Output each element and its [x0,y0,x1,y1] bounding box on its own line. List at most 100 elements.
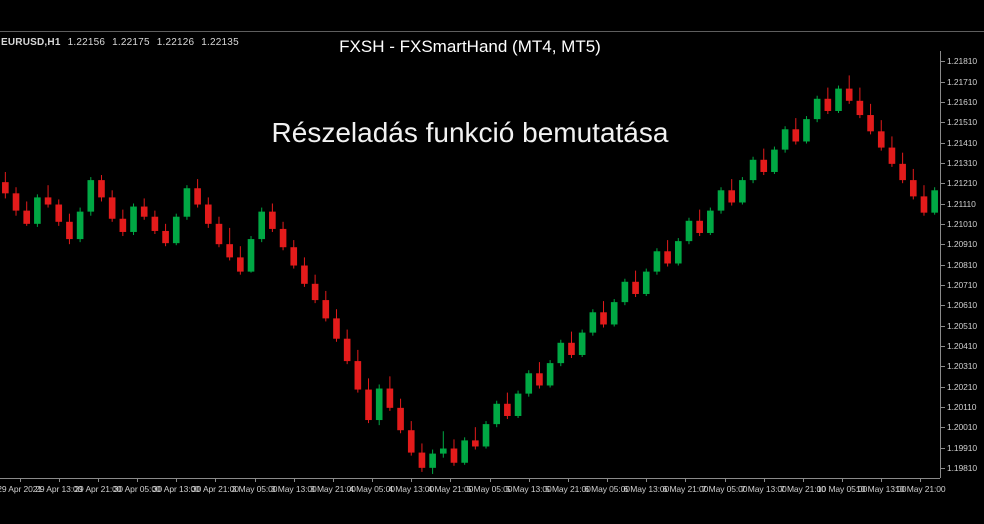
time-tick [137,478,139,482]
time-tick-label: 5 May 21:00 [545,484,591,494]
price-tick-label: 1.21810 [947,56,978,67]
price-tick [940,183,945,185]
price-tick-label: 1.19810 [947,462,978,473]
symbol-timeframe-label: EURUSD,H1 [1,36,61,48]
price-tick [940,447,945,449]
quote-high: 1.22175 [112,36,150,48]
time-tick-label: 10 May 13:00 [856,484,907,494]
price-tick-label: 1.20410 [947,340,978,351]
price-tick [940,142,945,144]
time-tick-label: 5 May 05:00 [466,484,513,494]
price-tick-label: 1.21310 [947,157,978,168]
time-tick [293,478,295,482]
time-tick-label: 3 May 13:00 [270,484,317,494]
price-tick [940,345,945,347]
time-tick-label: 30 Apr 21:00 [191,484,239,494]
ohlc-quote-bar: EURUSD,H1 1.22156 1.22175 1.22126 1.2213… [0,35,239,49]
price-tick [940,325,945,327]
time-tick-label: 30 Apr 05:00 [113,484,161,494]
time-tick [176,478,178,482]
quote-close: 1.22135 [201,36,239,48]
price-axis[interactable]: 1.21810 1.21710 1.21610 1.21510 1.21410 1.213… [940,51,984,478]
price-tick [940,406,945,408]
time-tick-label: 3 May 21:00 [310,484,356,494]
time-tick [372,478,374,482]
price-tick [940,122,945,124]
time-tick [920,478,922,482]
price-tick [940,305,945,307]
price-tick-label: 1.20610 [947,300,978,311]
price-tick-label: 1.20110 [947,401,977,412]
price-tick-label: 1.20810 [947,259,978,270]
price-tick-label: 1.20210 [947,381,978,392]
candlestick-series [2,75,938,474]
time-tick [607,478,609,482]
letterbox-bottom [0,500,984,524]
letterbox-top [0,0,984,31]
time-tick [489,478,491,482]
price-tick [940,427,945,429]
price-tick-label: 1.21710 [947,76,978,87]
price-tick [940,61,945,63]
price-tick-label: 1.20710 [947,279,978,290]
time-tick-label: 7 May 05:00 [701,484,748,494]
time-tick-label: 6 May 13:00 [623,484,670,494]
time-tick [763,478,765,482]
time-tick-label: 29 Apr 21:00 [74,484,122,494]
time-tick [685,478,687,482]
time-tick [450,478,452,482]
time-tick-label: 7 May 21:00 [780,484,826,494]
chart-title: FXSH - FXSmartHand (MT4, MT5) [339,37,601,56]
price-tick [940,264,945,266]
time-tick-label: 4 May 13:00 [388,484,435,494]
price-tick [940,467,945,469]
price-tick-label: 1.21610 [947,96,978,107]
price-tick-label: 1.21010 [947,218,978,229]
time-tick [528,478,530,482]
price-tick-label: 1.19910 [947,442,978,453]
time-tick-label: 6 May 21:00 [662,484,709,494]
price-tick [940,284,945,286]
price-tick-label: 1.20310 [947,361,978,372]
time-tick [881,478,883,482]
price-tick [940,244,945,246]
time-tick-label: 10 May 05:00 [816,484,868,494]
time-tick-label: 4 May 05:00 [349,484,395,494]
price-tick-label: 1.21210 [947,178,978,189]
chart-canvas[interactable]: EURUSD,H1 1.22156 1.22175 1.22126 1.2213… [0,31,984,500]
price-tick-label: 1.21110 [947,198,976,209]
time-tick [58,478,60,482]
price-tick-label: 1.20510 [947,320,978,331]
time-tick [19,478,21,482]
overlay-caption: Részeladás funkció bemutatása [271,117,669,148]
time-tick [567,478,569,482]
time-tick [332,478,334,482]
time-tick-label: 3 May 05:00 [231,484,278,494]
candlestick-plot-area[interactable] [0,51,940,478]
price-tick-label: 1.20010 [947,422,978,433]
time-tick [97,478,99,482]
price-tick [940,162,945,164]
time-tick-label: 29 Apr 13:00 [35,484,83,494]
price-tick [940,386,945,388]
price-tick [940,81,945,83]
time-tick [254,478,256,482]
quote-low: 1.22126 [156,36,195,48]
time-tick-label: 5 May 13:00 [505,484,552,494]
price-tick-label: 1.21510 [947,117,978,128]
price-tick-label: 1.20910 [947,239,978,250]
time-tick-label: 7 May 13:00 [740,484,787,494]
time-axis-line [0,478,940,479]
time-tick-label: 6 May 05:00 [584,484,630,494]
price-tick [940,223,945,225]
time-tick [724,478,726,482]
price-tick [940,203,945,205]
time-axis[interactable]: 29 Apr 2021 29 Apr 13:00 29 Apr 21:00 30 Ap… [0,478,946,500]
time-tick [646,478,648,482]
time-tick [842,478,844,482]
price-tick [940,366,945,368]
price-tick-label: 1.21410 [947,137,978,148]
time-tick-label: 4 May 21:00 [427,484,474,494]
price-tick [940,101,945,103]
